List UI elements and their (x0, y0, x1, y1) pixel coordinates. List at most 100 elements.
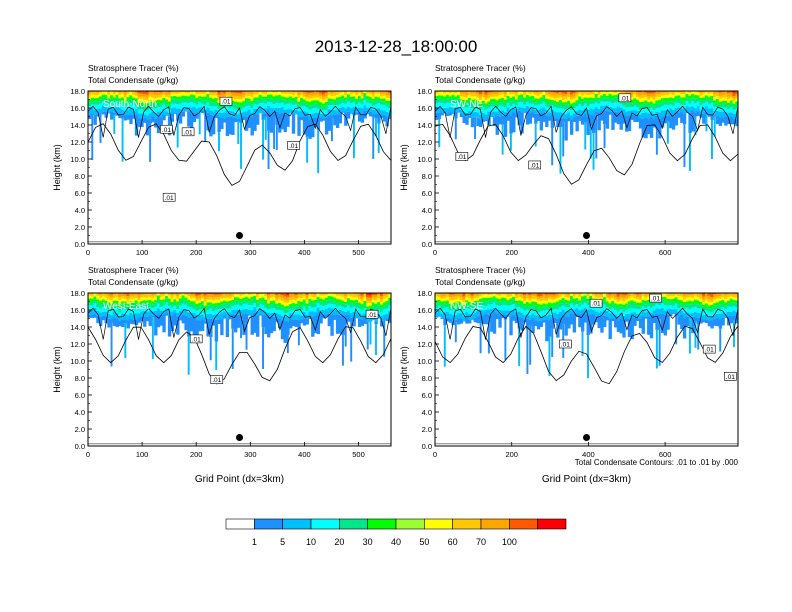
tracer-cell (462, 93, 466, 98)
tracer-cell (132, 91, 136, 95)
tracer-cell (451, 293, 455, 295)
y-axis-label: Height (km) (52, 346, 62, 393)
tracer-cell (203, 96, 208, 101)
tracer-cell (154, 91, 158, 93)
tracer-cell (715, 115, 720, 125)
tracer-cell (170, 301, 174, 305)
tracer-cell (558, 112, 563, 119)
contour-label-box (287, 141, 300, 150)
tracer-cell (702, 103, 706, 109)
tracer-cell (707, 320, 712, 327)
tracer-cell (123, 299, 128, 302)
tracer-cell (305, 300, 309, 304)
tracer-cell (250, 300, 254, 305)
tracer-cell (539, 298, 544, 302)
tracer-cell (90, 100, 95, 105)
tracer-cell (200, 293, 205, 296)
tracer-cell (96, 113, 100, 117)
tracer-cell (523, 306, 527, 311)
tracer-cell (650, 289, 653, 292)
tracer-cell (349, 293, 354, 297)
condensate-contour (435, 325, 738, 385)
tracer-cell (302, 302, 307, 307)
tracer-cell (666, 296, 670, 300)
tracer-cell (170, 98, 174, 104)
tracer-cell (385, 297, 389, 301)
y-tick-label: 14.0 (70, 121, 85, 130)
tracer-cell (558, 108, 563, 113)
tracer-cell (280, 315, 285, 321)
tracer-cell (671, 98, 676, 102)
tracer-cell (473, 107, 477, 112)
tracer-cell (603, 93, 607, 98)
tracer-cell (170, 93, 174, 97)
tracer-cell (195, 298, 199, 302)
tracer-cell (457, 298, 461, 302)
tracer-cell (374, 297, 378, 301)
tracer-cell (181, 111, 186, 117)
tracer-cell (388, 305, 391, 311)
tracer-cell (693, 306, 698, 312)
tracer-cell (534, 320, 538, 327)
tracer-cell (630, 97, 634, 100)
tracer-cell (346, 97, 351, 102)
tracer-cell (148, 306, 152, 312)
tracer-cell (636, 116, 640, 122)
tracer-cell (641, 311, 645, 317)
tracer-cell (443, 85, 446, 88)
tracer-cell (614, 318, 618, 328)
tracer-cell (385, 111, 389, 117)
tracer-cell (451, 309, 455, 316)
tracer-cell (269, 293, 274, 295)
tracer-cell (269, 308, 274, 314)
tracer-cell (498, 105, 502, 112)
tracer-cell (211, 320, 216, 326)
tracer-cell (115, 297, 119, 301)
tracer-cell (462, 97, 466, 101)
tracer-cell (291, 302, 296, 307)
tracer-cell (170, 295, 174, 299)
tracer-cell (658, 308, 662, 315)
tracer-cell (220, 108, 224, 113)
tracer-cell (264, 108, 268, 114)
tracer-cell (368, 316, 373, 322)
tracer-cell (473, 96, 477, 100)
tracer-cell (115, 307, 119, 314)
tracer-cell (118, 104, 122, 108)
tracer-cell (253, 284, 256, 287)
tracer-cell (137, 113, 141, 119)
tracer-cell (115, 91, 119, 93)
tracer-cell (225, 308, 230, 314)
tracer-cell (217, 293, 221, 295)
tracer-cell (688, 297, 692, 301)
tracer-cell (267, 91, 271, 95)
tracer-cell (556, 108, 560, 113)
tracer-cell (189, 301, 194, 305)
tracer-cell (633, 98, 637, 102)
tracer-cell (308, 92, 312, 96)
tracer-cell (283, 302, 287, 307)
tracer-cell (459, 297, 464, 300)
tracer-cell (457, 309, 461, 314)
tracer-cell (256, 310, 260, 316)
tracer-cell (368, 100, 373, 104)
tracer-cell (291, 109, 296, 114)
tracer-cell (107, 293, 111, 296)
tracer-cell (305, 295, 309, 298)
tracer-cell (735, 101, 738, 104)
tracer-cell (490, 313, 494, 332)
tracer-cell (211, 98, 216, 103)
tracer-cell (641, 302, 645, 307)
tracer-cell (724, 97, 728, 101)
tracer-cell (154, 103, 158, 109)
tracer-cell (319, 309, 323, 314)
tracer-cell (479, 298, 483, 303)
tracer-cell (189, 107, 194, 114)
tracer-cell (363, 84, 366, 87)
tracer-cell (206, 97, 210, 103)
tracer-cell (523, 91, 527, 93)
tracer-cell (294, 92, 298, 97)
tracer-cell (322, 293, 326, 294)
tracer-cell (275, 300, 279, 304)
tracer-cell (660, 91, 665, 94)
